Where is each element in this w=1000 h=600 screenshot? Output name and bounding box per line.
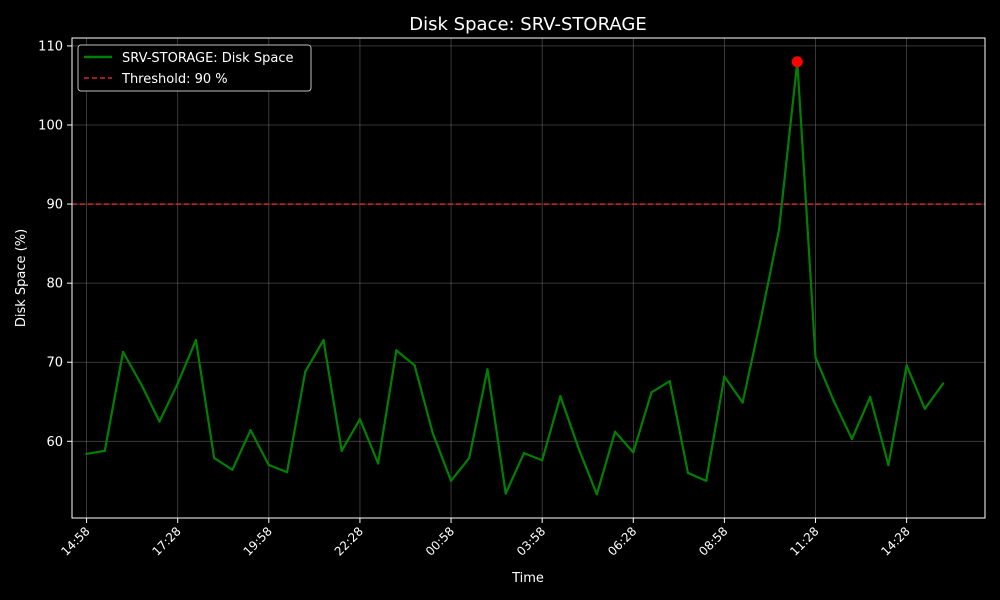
y-axis-label: Disk Space (%) — [14, 229, 29, 327]
y-tick-label: 60 — [46, 435, 63, 450]
series-line — [86, 60, 944, 496]
series-point — [559, 395, 562, 398]
legend-frame — [77, 44, 312, 92]
series-point — [285, 470, 289, 474]
series-point — [103, 449, 107, 452]
series-point — [887, 463, 890, 467]
x-axis-label: Time — [511, 571, 544, 586]
series-point — [194, 338, 198, 342]
series-point — [121, 350, 125, 354]
y-axis-ticks: 60 70 80 90 100 110 — [38, 39, 72, 450]
series-point — [613, 430, 617, 434]
series-point — [741, 401, 744, 404]
series-point — [704, 479, 708, 483]
series-point — [468, 456, 471, 460]
axes-frame — [71, 37, 986, 519]
y-tick-label: 90 — [46, 198, 63, 213]
series-point — [85, 452, 88, 456]
series-point — [777, 228, 781, 231]
series-point — [376, 462, 380, 465]
series-point — [668, 379, 671, 383]
y-tick-label: 70 — [46, 356, 63, 371]
legend: SRV-STORAGE: Disk Space Threshold: 90 % — [77, 44, 312, 92]
series-point — [759, 317, 763, 320]
series-point — [905, 364, 908, 367]
series-point — [522, 451, 526, 455]
series-point — [158, 420, 161, 423]
series-point — [304, 370, 307, 373]
chart-title: Disk Space: SRV-STORAGE — [409, 14, 646, 35]
series-point — [431, 432, 435, 435]
series — [85, 56, 945, 496]
y-tick-label: 80 — [46, 277, 63, 292]
peak-marker — [791, 56, 803, 68]
series-point — [868, 395, 872, 399]
series-point — [249, 429, 252, 432]
series-point — [595, 493, 599, 496]
series-point — [212, 456, 216, 460]
series-point — [814, 356, 817, 359]
series-point — [358, 417, 362, 421]
series-point — [540, 459, 544, 462]
series-point — [941, 382, 945, 385]
series-point — [449, 479, 453, 483]
series-point — [923, 407, 927, 411]
y-tick-label: 110 — [38, 39, 63, 54]
series-point — [504, 492, 507, 495]
series-point — [686, 471, 690, 475]
series-point — [723, 375, 726, 378]
series-point — [832, 399, 835, 403]
series-point — [632, 451, 635, 454]
series-point — [176, 382, 179, 385]
series-point — [267, 463, 271, 467]
legend-threshold-label: Threshold: 90 % — [121, 72, 228, 87]
y-tick-label: 100 — [38, 118, 63, 133]
series-point — [140, 383, 143, 386]
legend-series-label: SRV-STORAGE: Disk Space — [122, 51, 293, 66]
series-point — [340, 449, 343, 452]
series-point — [650, 391, 653, 394]
series-point — [395, 349, 398, 352]
series-point — [486, 368, 489, 371]
series-point — [231, 468, 234, 471]
series-point — [850, 437, 854, 441]
series-point — [322, 338, 325, 342]
series-point — [413, 364, 416, 367]
series-point — [577, 447, 580, 450]
